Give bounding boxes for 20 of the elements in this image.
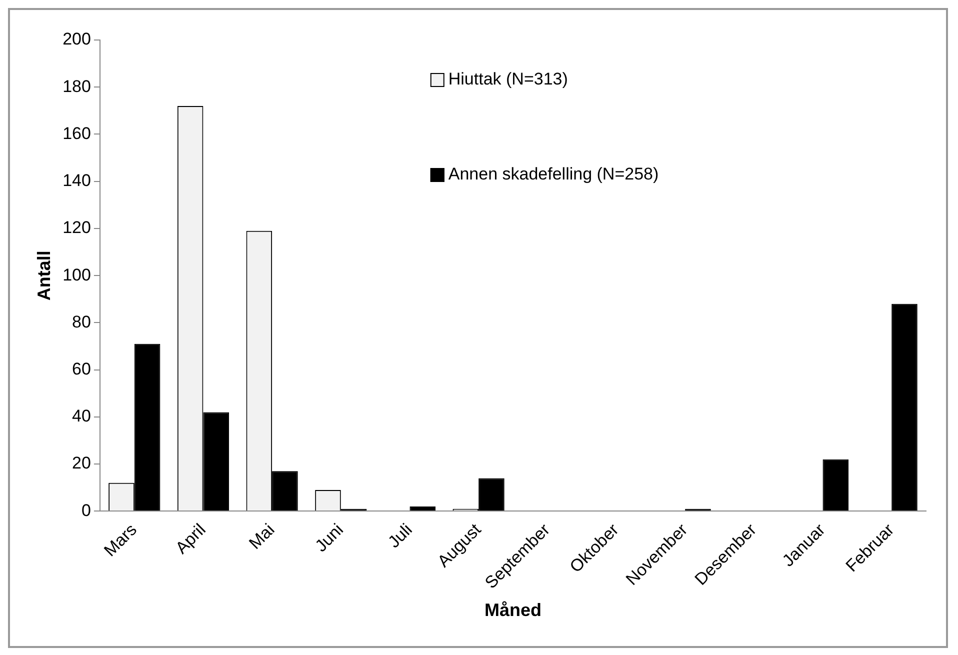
- y-tick-label: 0: [81, 500, 91, 520]
- y-tick-label: 80: [72, 312, 91, 332]
- legend-label: Annen skadefelling (N=258): [448, 164, 659, 184]
- y-tick-label: 40: [72, 406, 91, 426]
- x-tick-label: Mai: [245, 520, 278, 553]
- y-tick-label: 200: [62, 30, 91, 49]
- y-tick-label: 160: [62, 124, 91, 143]
- y-tick-label: 180: [62, 76, 91, 96]
- x-tick-label: Juli: [384, 520, 416, 552]
- y-tick-label: 20: [72, 454, 91, 473]
- bar: [410, 506, 436, 511]
- y-tick-label: 100: [62, 265, 91, 284]
- y-axis-title: Antall: [34, 250, 54, 301]
- y-tick-label: 60: [72, 360, 91, 379]
- bar: [892, 304, 918, 511]
- bar: [822, 459, 849, 511]
- y-tick-label: 120: [62, 218, 91, 238]
- legend-label: Hiuttak (N=313): [448, 70, 568, 89]
- y-tick-label: 140: [62, 171, 91, 190]
- x-axis-title: Måned: [484, 600, 542, 620]
